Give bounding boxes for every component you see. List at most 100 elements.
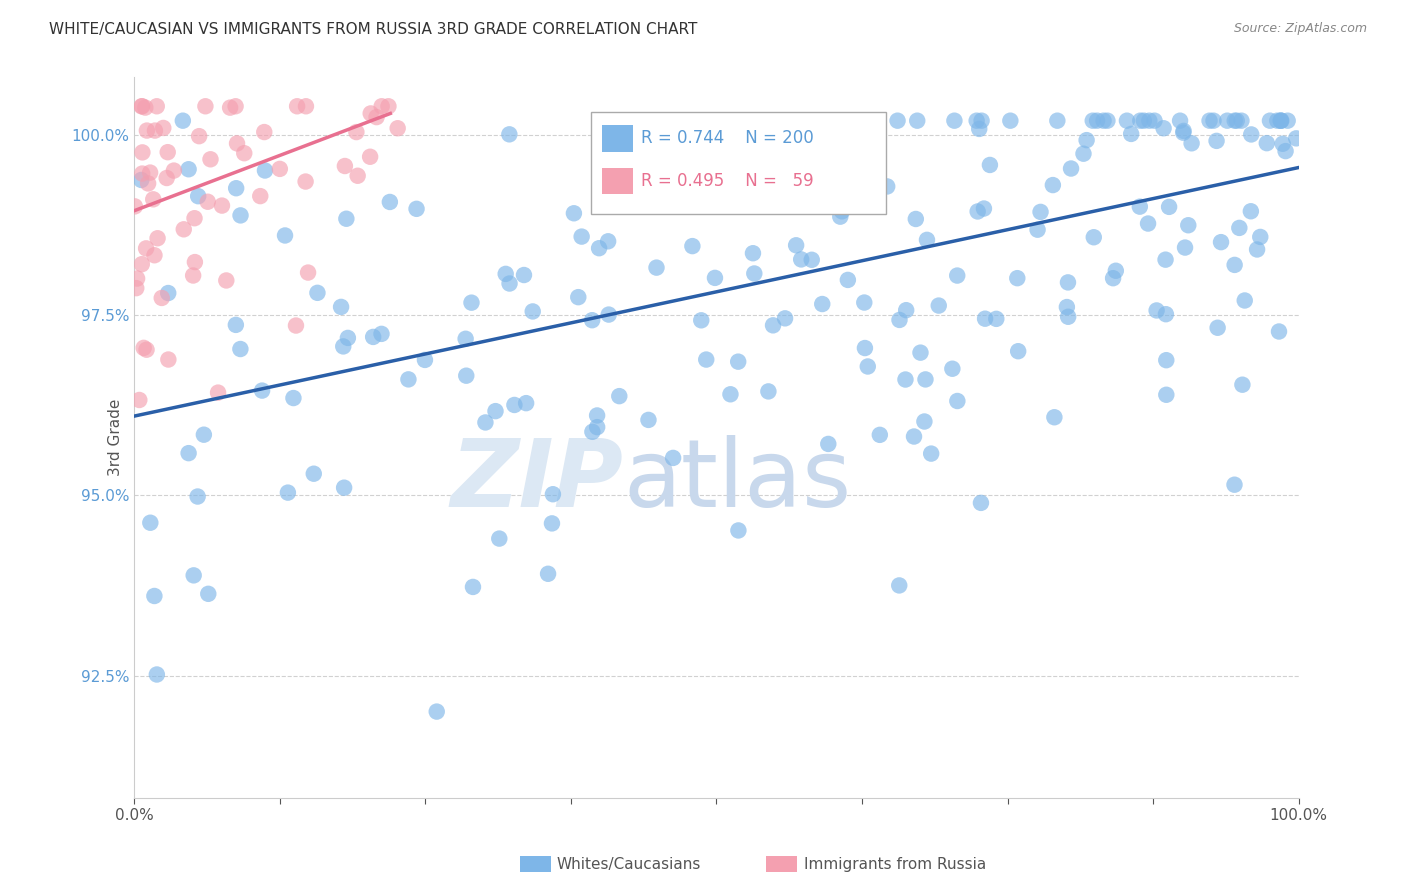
Point [869,428,891,442]
Point [183,211,205,226]
Point [157,352,180,367]
Point [1081,113,1104,128]
Point [396,372,419,386]
Point [131,257,153,271]
Point [1285,131,1308,145]
Point [370,99,392,113]
Point [785,238,807,252]
Point [1256,136,1278,150]
Point [581,425,603,439]
Point [269,161,291,176]
Point [484,404,506,418]
Point [377,99,399,113]
Point [1181,136,1204,151]
Point [773,311,796,326]
Point [1137,217,1160,231]
Point [225,181,247,195]
Point [571,229,593,244]
Point [146,231,169,245]
Point [378,194,401,209]
Point [588,241,610,255]
Point [132,341,155,355]
Point [488,532,510,546]
Point [941,361,963,376]
Point [193,427,215,442]
Point [541,487,564,501]
Point [454,332,477,346]
Point [461,580,484,594]
Point [920,447,942,461]
Point [817,437,839,451]
Point [1116,113,1139,128]
Point [370,326,392,341]
Point [181,268,204,283]
Point [1073,146,1095,161]
Point [128,392,150,407]
Point [645,260,668,275]
Point [1083,230,1105,244]
Point [586,409,609,423]
Point [1274,144,1296,158]
Point [1057,310,1080,324]
Point [1177,219,1199,233]
Point [456,368,478,383]
Point [886,113,908,128]
Point [1223,477,1246,491]
Point [387,121,409,136]
Point [966,204,988,219]
Point [742,267,765,281]
Point [1202,113,1225,128]
Point [188,129,211,144]
Point [336,331,359,345]
Point [1146,303,1168,318]
Point [498,128,520,142]
Point [474,416,496,430]
Point [1085,113,1108,128]
Point [1007,271,1029,285]
Point [876,179,898,194]
Point [830,210,852,224]
Point [894,372,917,386]
Point [1173,126,1195,140]
Point [125,281,148,295]
Point [131,167,153,181]
Point [1029,205,1052,219]
Point [277,485,299,500]
Point [782,157,804,171]
Point [229,342,252,356]
Point [131,145,153,160]
Point [157,286,180,301]
Point [361,330,384,344]
Point [1206,320,1229,334]
Point [366,110,388,124]
Point [1102,271,1125,285]
Text: ZIP: ZIP [450,435,623,527]
Point [1223,113,1246,128]
Y-axis label: 3rd Grade: 3rd Grade [108,399,122,476]
Text: R = 0.495    N =   59: R = 0.495 N = 59 [641,172,814,190]
Text: Whites/Caucasians: Whites/Caucasians [557,857,702,871]
Point [187,490,209,504]
Point [253,125,276,139]
Point [720,387,742,401]
Point [598,308,620,322]
Point [607,389,630,403]
Point [146,667,169,681]
Point [1271,136,1294,151]
Point [177,446,200,460]
Point [654,113,676,128]
Point [727,354,749,368]
Point [1092,113,1115,128]
Point [233,146,256,161]
Point [742,139,765,153]
Point [413,352,436,367]
Point [145,99,167,113]
Point [1097,113,1119,128]
Point [824,113,846,128]
Point [173,222,195,236]
Point [1240,128,1263,142]
Point [844,113,866,128]
Point [973,202,995,216]
Point [513,268,536,282]
Point [856,359,879,374]
